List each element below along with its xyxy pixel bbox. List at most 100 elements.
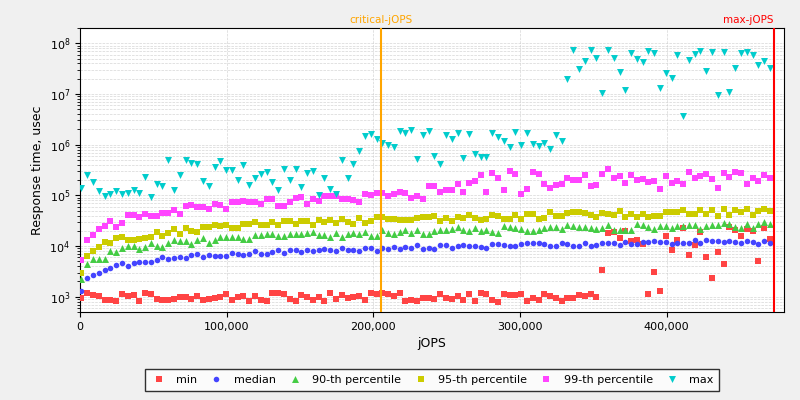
- min: [370, 291, 383, 298]
- 99-th percentile: [410, 193, 423, 199]
- 99-th percentile: [469, 178, 482, 184]
- median: [451, 242, 464, 249]
- 90-th percentile: [550, 224, 562, 230]
- 90-th percentile: [746, 225, 759, 231]
- median: [330, 248, 342, 255]
- 95-th percentile: [688, 211, 701, 217]
- 95-th percentile: [98, 239, 111, 245]
- min: [550, 295, 562, 302]
- 99-th percentile: [625, 171, 638, 178]
- 95-th percentile: [706, 206, 718, 213]
- 95-th percentile: [133, 236, 146, 242]
- min: [376, 290, 389, 296]
- 90-th percentile: [446, 226, 458, 232]
- max: [451, 129, 464, 136]
- 95-th percentile: [665, 208, 678, 215]
- max: [514, 142, 527, 148]
- 90-th percentile: [462, 228, 475, 234]
- 95-th percentile: [682, 210, 695, 217]
- max: [740, 48, 753, 55]
- median: [486, 241, 498, 247]
- min: [272, 290, 285, 296]
- max: [168, 187, 181, 193]
- min: [514, 291, 527, 298]
- min: [446, 296, 458, 302]
- min: [688, 242, 701, 248]
- 90-th percentile: [544, 224, 557, 230]
- median: [630, 241, 643, 247]
- 99-th percentile: [607, 175, 620, 182]
- 95-th percentile: [462, 212, 475, 218]
- max: [428, 152, 441, 159]
- 99-th percentile: [260, 196, 273, 202]
- max: [283, 177, 296, 183]
- 99-th percentile: [602, 166, 614, 172]
- 95-th percentile: [671, 209, 684, 216]
- 95-th percentile: [104, 240, 117, 246]
- max: [729, 65, 742, 71]
- 95-th percentile: [729, 206, 742, 213]
- min: [694, 229, 707, 235]
- median: [115, 260, 128, 266]
- min: [625, 238, 638, 244]
- 90-th percentile: [145, 240, 158, 247]
- 95-th percentile: [86, 248, 99, 254]
- 95-th percentile: [81, 252, 94, 259]
- min: [226, 296, 238, 303]
- min: [590, 294, 602, 300]
- max: [694, 48, 707, 54]
- 95-th percentile: [486, 212, 498, 218]
- 90-th percentile: [480, 227, 493, 233]
- min: [729, 227, 742, 234]
- 90-th percentile: [358, 229, 371, 235]
- max: [202, 183, 215, 189]
- median: [376, 245, 389, 251]
- 99-th percentile: [434, 189, 446, 195]
- median: [498, 242, 510, 248]
- 90-th percentile: [190, 237, 203, 244]
- 99-th percentile: [590, 182, 602, 188]
- median: [619, 239, 632, 246]
- min: [75, 295, 88, 301]
- min: [469, 298, 482, 304]
- 90-th percentile: [237, 236, 250, 242]
- 95-th percentile: [700, 211, 713, 218]
- max: [301, 169, 314, 176]
- max: [584, 47, 597, 54]
- 90-th percentile: [283, 230, 296, 237]
- 95-th percentile: [619, 214, 632, 220]
- 99-th percentile: [289, 195, 302, 202]
- median: [93, 270, 106, 276]
- 90-th percentile: [619, 227, 632, 233]
- max: [718, 48, 730, 55]
- median: [469, 242, 482, 249]
- 95-th percentile: [584, 212, 597, 218]
- 95-th percentile: [318, 219, 331, 225]
- min: [654, 288, 666, 295]
- max: [353, 148, 366, 155]
- max: [561, 76, 574, 83]
- 90-th percentile: [399, 227, 412, 233]
- 99-th percentile: [93, 226, 106, 232]
- max: [387, 144, 400, 150]
- max: [538, 140, 550, 146]
- 90-th percentile: [289, 231, 302, 238]
- median: [700, 237, 713, 244]
- 90-th percentile: [439, 226, 452, 233]
- max: [226, 166, 238, 173]
- 90-th percentile: [538, 225, 550, 231]
- 90-th percentile: [682, 222, 695, 228]
- 95-th percentile: [555, 213, 568, 219]
- median: [602, 240, 614, 246]
- 95-th percentile: [266, 219, 278, 226]
- median: [665, 241, 678, 248]
- 95-th percentile: [602, 211, 614, 217]
- max: [665, 75, 678, 81]
- max: [422, 127, 435, 134]
- 90-th percentile: [729, 224, 742, 231]
- median: [607, 240, 620, 246]
- median: [422, 244, 435, 251]
- median: [98, 267, 111, 274]
- 99-th percentile: [197, 204, 210, 210]
- min: [532, 297, 545, 304]
